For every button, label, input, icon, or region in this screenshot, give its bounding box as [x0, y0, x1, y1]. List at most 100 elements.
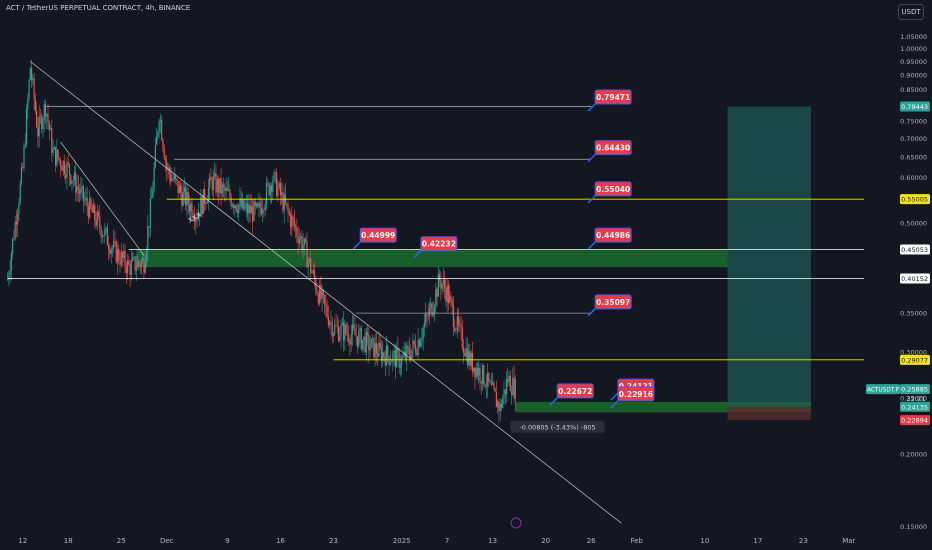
candle-body	[461, 327, 463, 348]
candle	[407, 340, 409, 355]
candle-body	[396, 347, 398, 368]
candle-body	[231, 205, 234, 207]
candle-body	[404, 351, 407, 359]
candle	[365, 327, 367, 362]
candle	[340, 319, 342, 348]
candle	[452, 295, 455, 337]
candle-body	[37, 126, 39, 137]
candle-body	[105, 227, 107, 229]
price-axis: 1.050001.000000.950000.900000.850000.800…	[866, 33, 930, 531]
candle	[113, 229, 115, 253]
candle	[380, 339, 383, 368]
candle-body	[145, 250, 148, 263]
candle-body	[144, 262, 146, 273]
candle	[106, 222, 108, 246]
candle	[37, 117, 39, 148]
time-tick-label: 25	[117, 537, 126, 545]
candle	[418, 338, 420, 348]
candle	[39, 108, 42, 125]
candle	[25, 103, 28, 148]
candle	[441, 282, 443, 295]
candle	[409, 344, 412, 363]
candle-body	[248, 204, 250, 214]
candle-body	[90, 198, 92, 208]
candle-body	[240, 198, 242, 208]
candle-body	[258, 202, 260, 207]
price-tick-label: 0.25000	[900, 394, 927, 402]
candle	[262, 199, 264, 223]
candle	[221, 181, 223, 198]
candle-body	[356, 336, 359, 347]
candle-body	[377, 353, 379, 357]
candle	[86, 186, 88, 216]
candle-body	[109, 249, 111, 255]
candle	[406, 343, 408, 372]
currency-button[interactable]: USDT	[898, 4, 924, 20]
candle	[425, 302, 427, 326]
candle	[325, 294, 327, 318]
candle	[509, 370, 511, 392]
candle-body	[406, 345, 408, 359]
candle-body	[102, 235, 105, 237]
candle-body	[9, 270, 11, 276]
candle-body	[263, 209, 265, 211]
candle	[196, 208, 198, 228]
candle	[134, 255, 136, 276]
candle-body	[162, 139, 164, 149]
candle	[48, 120, 50, 140]
candle	[120, 243, 122, 269]
candle-body	[287, 204, 289, 212]
candle	[350, 324, 352, 353]
candle-body	[288, 211, 290, 215]
symbol-tag-box	[866, 384, 900, 395]
candle-body	[217, 179, 220, 193]
time-tick-label: 17	[753, 537, 762, 545]
candle-body	[120, 251, 122, 265]
candle	[207, 179, 210, 211]
zone-demand	[515, 401, 811, 413]
candle-body	[43, 103, 45, 121]
callout-box	[556, 383, 594, 399]
candle-body	[85, 197, 87, 200]
candle	[412, 333, 414, 359]
candle	[62, 159, 64, 176]
candle-body	[344, 324, 346, 341]
candle	[191, 197, 193, 222]
candle	[317, 291, 319, 307]
candle	[135, 255, 138, 282]
candle	[41, 112, 43, 134]
price-label-box	[900, 244, 930, 255]
measure-label: -0.00805 (-3.43%) -805	[510, 420, 605, 433]
callout-label: 0.55040	[596, 185, 630, 194]
callout-pointer	[549, 396, 559, 406]
candle	[330, 310, 332, 335]
candle-body	[279, 182, 282, 196]
candle-body	[233, 205, 235, 209]
candle	[468, 343, 470, 367]
candle	[510, 385, 513, 405]
candle	[307, 257, 309, 280]
candle	[197, 202, 199, 221]
candle	[14, 215, 16, 241]
time-tick-label: 23	[329, 537, 338, 545]
axis-price-label: 0.25885	[900, 384, 930, 395]
candle-body	[72, 180, 74, 182]
candle-body	[380, 346, 383, 362]
price-tick-label: 0.90000	[900, 72, 927, 80]
candle-body	[484, 384, 486, 387]
candle-body	[238, 204, 240, 214]
candle-body	[509, 375, 511, 391]
candle-body	[332, 333, 335, 337]
candle-body	[19, 183, 21, 204]
price-tick-label: 0.95000	[900, 58, 927, 66]
candle-body	[372, 337, 374, 339]
candle-body	[508, 375, 510, 382]
candle-body	[204, 189, 206, 204]
lines-layer	[7, 61, 864, 524]
candle	[61, 165, 63, 171]
candle	[447, 279, 450, 312]
candle-body	[340, 325, 342, 336]
candle-body	[30, 67, 33, 80]
candle	[306, 231, 308, 268]
